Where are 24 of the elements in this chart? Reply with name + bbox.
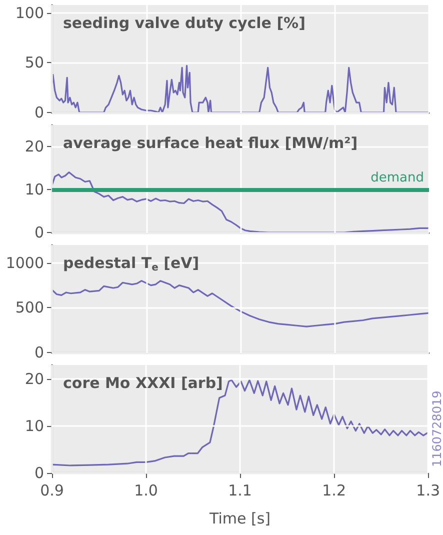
x-tick-label: 1.3 xyxy=(416,482,440,500)
y-tick-label: 0 xyxy=(34,344,44,362)
y-tick-label: 20 xyxy=(24,370,44,388)
y-tick-label: 20 xyxy=(24,138,44,156)
y-tick-label: 10 xyxy=(24,417,44,436)
y-tick-label: 0 xyxy=(34,464,44,482)
ref-line-label: demand xyxy=(370,170,424,186)
x-tick-label: 0.9 xyxy=(40,482,64,500)
text: core Mo XXXI [arb] xyxy=(63,374,223,392)
y-tick-label: 0 xyxy=(34,104,44,122)
y-tick-label: 500 xyxy=(15,298,44,317)
y-tick-label: 50 xyxy=(24,54,44,72)
y-tick-label: 1000 xyxy=(6,254,44,272)
y-tick-label: 100 xyxy=(15,4,44,22)
text: 1160728019 xyxy=(430,390,443,467)
y-tick-label: 0 xyxy=(34,224,44,242)
x-tick-label: 1.2 xyxy=(322,482,346,500)
text: seeding valve duty cycle [%] xyxy=(63,14,306,32)
x-tick-label: 1.1 xyxy=(228,482,252,500)
x-axis-title: Time [s] xyxy=(208,510,271,528)
y-tick-label: 10 xyxy=(24,180,44,198)
text: average surface heat flux [MW/m²] xyxy=(63,134,358,152)
line-series xyxy=(51,280,430,328)
x-tick-label: 1.0 xyxy=(134,482,158,500)
